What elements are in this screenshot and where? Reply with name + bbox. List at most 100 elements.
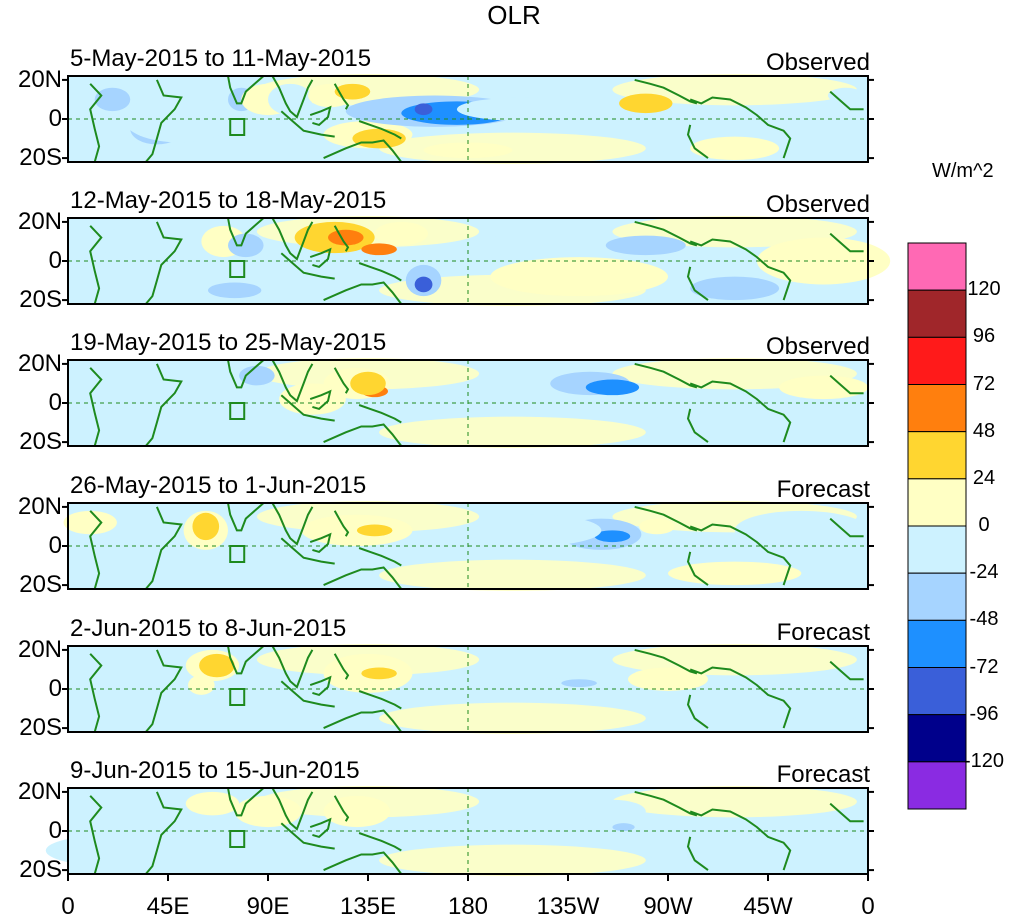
coastline — [309, 389, 332, 411]
olr-anomaly-blob — [290, 557, 380, 582]
olr-anomaly-blob — [323, 795, 391, 828]
colorbar-cell — [907, 336, 967, 386]
coastline — [634, 505, 698, 532]
olr-anomaly-blob — [228, 233, 264, 258]
colorbar-tick-label: 24 — [972, 466, 996, 489]
olr-anomaly-blob — [185, 791, 240, 816]
coastline — [309, 817, 332, 839]
lon-label: 45W — [743, 893, 793, 920]
olr-anomaly-blob — [645, 410, 780, 443]
positive-anomaly-region — [379, 132, 646, 164]
positive-anomaly-region — [612, 644, 857, 676]
olr-anomaly-blob — [428, 675, 464, 688]
colorbar-tick-label: -24 — [969, 561, 999, 584]
olr-anomaly-blob — [456, 97, 591, 121]
colorbar-cell — [907, 761, 967, 810]
coastline — [280, 537, 335, 565]
olr-anomaly-blob — [361, 243, 397, 256]
olr-anomaly-blob — [779, 375, 868, 400]
olr-anomaly-blob — [619, 93, 673, 114]
coastline — [634, 790, 698, 817]
panel-type: Forecast — [776, 619, 870, 646]
lon-label: 180 — [447, 893, 489, 920]
coastline — [689, 96, 792, 159]
panel-period: 5-May-2015 to 11-May-2015 — [70, 45, 372, 72]
colorbar-tick-label: -96 — [969, 702, 999, 725]
coastline — [689, 666, 792, 729]
coastline — [145, 791, 183, 875]
olr-anomaly-blob — [605, 235, 686, 256]
colorbar-tick-label: 120 — [967, 278, 1001, 301]
colorbar — [907, 242, 967, 810]
lat-label: 0 — [48, 105, 62, 132]
olr-anomaly-blob — [579, 799, 646, 824]
lat-label: 20S — [19, 571, 62, 599]
coastline — [689, 523, 792, 586]
coastline — [358, 690, 402, 710]
olr-anomaly-blob — [328, 229, 364, 246]
lon-label: 135W — [536, 893, 600, 920]
lon-label: 0 — [61, 893, 75, 920]
coastline — [271, 502, 314, 546]
coastline — [358, 404, 402, 424]
coastline — [309, 675, 332, 697]
coastline — [358, 547, 402, 567]
olr-anomaly-blob — [414, 276, 433, 293]
olr-anomaly-blob — [352, 128, 406, 149]
coastline — [333, 795, 350, 822]
coastline — [358, 120, 402, 140]
coastline — [686, 836, 709, 871]
colorbar-tick-label: 96 — [972, 325, 996, 348]
colorbar-cell — [907, 619, 967, 668]
coastline — [686, 408, 709, 443]
coastline — [323, 423, 403, 447]
olr-anomaly-blob — [374, 221, 429, 246]
positive-anomaly-region — [379, 702, 646, 734]
colorbar-cell — [907, 572, 967, 621]
panel-type: Forecast — [776, 761, 870, 788]
lat-label: 20S — [19, 286, 62, 314]
coastline — [280, 252, 335, 280]
coastline — [686, 124, 709, 159]
colorbar-tick-label: 0 — [978, 514, 990, 536]
colorbar-cell — [907, 289, 967, 338]
coastline — [358, 832, 402, 852]
olr-anomaly-blob — [123, 95, 235, 143]
lon-label: 135E — [339, 893, 397, 920]
coastline — [271, 75, 314, 119]
olr-anomaly-blob — [234, 795, 302, 828]
panel-4 — [62, 501, 874, 591]
olr-anomaly-blob — [690, 136, 780, 161]
colorbar-tick-label: -120 — [963, 749, 1005, 772]
coastline — [829, 517, 864, 538]
panel-type: Observed — [765, 333, 870, 360]
olr-anomaly-blob — [174, 379, 228, 411]
olr-anomaly-blob — [628, 667, 708, 691]
coastline — [280, 394, 335, 422]
colorbar-cell — [907, 384, 967, 433]
olr-anomaly-blob — [668, 561, 802, 586]
colorbar-cell — [907, 525, 967, 574]
olr-anomaly-blob — [468, 233, 646, 258]
olr-anomaly-blob — [63, 510, 117, 535]
lon-label: 90E — [246, 893, 290, 920]
colorbar-cell — [907, 667, 967, 716]
lat-label: 0 — [48, 675, 62, 702]
coastline — [686, 551, 709, 586]
coastline — [145, 363, 183, 447]
olr-anomaly-blob — [639, 518, 675, 535]
coastline — [271, 787, 314, 831]
panel-period: 19-May-2015 to 25-May-2015 — [70, 329, 387, 356]
coastline — [689, 808, 792, 871]
lat-label: 20N — [17, 349, 62, 377]
coastline — [829, 232, 864, 253]
coastline — [145, 506, 183, 590]
colorbar-cell — [907, 431, 967, 480]
coastline — [227, 645, 265, 675]
olr-anomaly-blob — [490, 257, 668, 297]
positive-anomaly-region — [379, 559, 646, 591]
olr-anomaly-blob — [612, 823, 635, 831]
olr-anomaly-blob — [361, 667, 397, 680]
coastline — [689, 380, 792, 443]
